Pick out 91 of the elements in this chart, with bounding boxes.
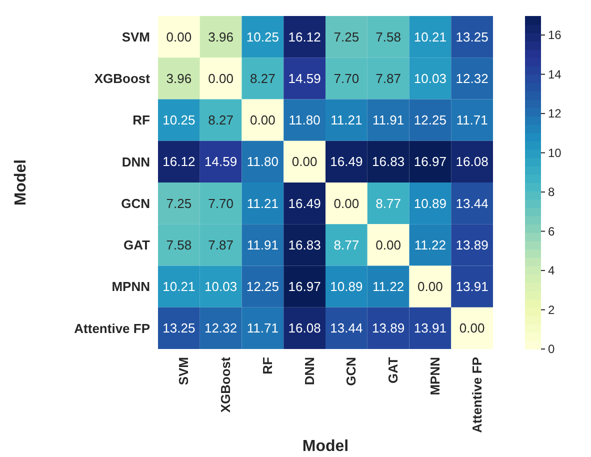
data-label: 13.89 <box>456 237 488 252</box>
data-label: 0.00 <box>250 112 276 128</box>
data-label: 13.44 <box>330 320 363 336</box>
data-label: 8.27 <box>250 70 276 86</box>
color-bar-label: 16 <box>548 28 562 42</box>
y-tick-label: GAT <box>124 238 150 253</box>
data-label: 3.96 <box>208 29 234 44</box>
color-bar-label: 8 <box>548 185 555 200</box>
data-label: 16.97 <box>414 154 446 170</box>
data-label: 8.27 <box>208 112 234 128</box>
data-label: 14.59 <box>288 70 321 86</box>
color-bar-label: 6 <box>548 224 555 238</box>
data-label: 16.12 <box>162 154 196 170</box>
data-label: 10.03 <box>414 70 446 86</box>
data-label: 12.32 <box>456 70 488 86</box>
color-bar-label: 2 <box>548 302 555 317</box>
y-tick-label: Attentive FP <box>74 320 150 336</box>
data-label: 16.83 <box>372 154 405 170</box>
data-label: 7.58 <box>166 237 192 252</box>
data-label: 0.00 <box>376 237 401 252</box>
data-label: 11.22 <box>372 279 404 294</box>
data-label: 10.89 <box>414 196 446 211</box>
y-tick-label: RF <box>132 112 150 128</box>
data-label: 16.08 <box>456 154 488 170</box>
data-label: 0.00 <box>418 279 443 294</box>
y-tick-label: SVM <box>122 29 150 44</box>
x-tick-label: XGBoost <box>218 356 234 413</box>
data-label: 0.00 <box>459 320 485 336</box>
data-label: 7.70 <box>208 196 234 211</box>
color-bar-label: 0 <box>548 342 555 356</box>
data-label: 11.21 <box>330 112 362 128</box>
data-label: 13.25 <box>456 29 488 44</box>
data-label: 10.25 <box>162 112 196 128</box>
y-tick-label: DNN <box>122 154 150 170</box>
data-label: 11.21 <box>246 196 278 211</box>
data-label: 8.77 <box>376 196 401 211</box>
data-label: 14.59 <box>204 154 238 170</box>
data-label: 0.00 <box>208 70 234 86</box>
data-label: 7.87 <box>208 237 234 252</box>
x-tick-label: Attentive FP <box>469 356 484 433</box>
data-label: 12.32 <box>204 320 238 336</box>
data-label: 7.25 <box>334 29 360 44</box>
color-bar-label: 4 <box>548 264 555 278</box>
data-label: 11.80 <box>246 154 278 170</box>
color-bar-label: 10 <box>548 146 562 160</box>
data-label: 7.87 <box>376 70 401 86</box>
data-label: 11.91 <box>246 237 278 252</box>
data-label: 0.00 <box>166 29 192 44</box>
data-label: 12.25 <box>414 112 446 128</box>
x-tick-label: GCN <box>344 357 359 386</box>
data-label: 10.21 <box>162 279 196 294</box>
data-label: 11.80 <box>288 112 320 128</box>
data-label: 7.25 <box>166 196 192 211</box>
data-label: 8.77 <box>334 237 360 252</box>
data-label: 13.44 <box>456 196 488 211</box>
x-tick-label: SVM <box>176 357 192 386</box>
data-label: 16.97 <box>288 279 321 294</box>
color-bar-label: 12 <box>548 106 562 121</box>
x-tick-label: RF <box>260 356 275 374</box>
x-tick-label: GAT <box>386 356 401 384</box>
data-label: 7.70 <box>334 70 360 86</box>
data-label: 16.83 <box>288 237 321 252</box>
data-label: 12.25 <box>246 279 279 294</box>
data-label: 7.58 <box>376 29 401 44</box>
color-bar-label: 14 <box>548 67 562 82</box>
data-label: 10.03 <box>204 279 238 294</box>
data-label: 16.49 <box>330 154 363 170</box>
data-label: 16.08 <box>288 320 321 336</box>
data-label: 10.89 <box>330 279 363 294</box>
y-tick-label: XGBoost <box>94 71 151 86</box>
data-label: 11.91 <box>372 112 404 128</box>
x-tick-label: MPNN <box>427 357 442 396</box>
data-label: 13.91 <box>414 320 446 336</box>
x-tick-label: DNN <box>302 357 317 386</box>
data-label: 13.89 <box>372 320 405 336</box>
data-label: 11.71 <box>246 320 278 336</box>
data-label: 13.91 <box>456 279 488 294</box>
data-label: 13.25 <box>162 320 196 336</box>
y-tick-label: MPNN <box>112 279 150 294</box>
data-label: 0.00 <box>334 196 360 211</box>
y-axis-title: Model <box>12 159 30 206</box>
data-label: 16.12 <box>288 29 321 44</box>
data-label: 3.96 <box>166 70 192 86</box>
data-label: 10.21 <box>414 29 446 44</box>
x-axis-title: Model <box>302 438 349 455</box>
data-label: 16.49 <box>288 196 321 211</box>
data-label: 11.71 <box>456 112 488 128</box>
data-label: 10.25 <box>246 29 279 44</box>
data-label: 0.00 <box>292 154 318 170</box>
y-tick-label: GCN <box>121 196 150 211</box>
data-label: 11.22 <box>414 237 446 252</box>
